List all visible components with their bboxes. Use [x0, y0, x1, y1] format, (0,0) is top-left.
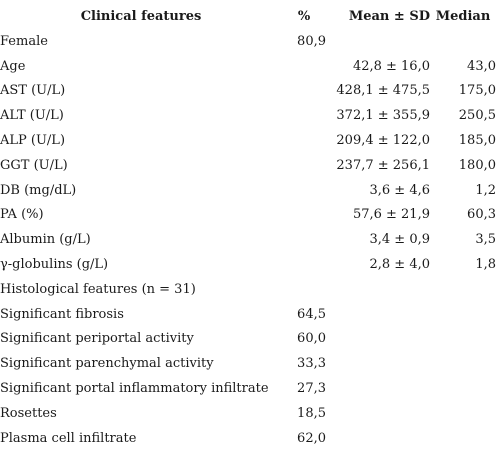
table-row: GGT (U/L) 237,7 ± 256,1 180,0 — [0, 154, 496, 179]
cell-feature: Significant parenchymal activity — [0, 356, 214, 372]
cell-percent — [282, 203, 326, 228]
table-row: DB (mg/dL) 3,6 ± 4,6 1,2 — [0, 179, 496, 204]
table-row: AST (U/L) 428,1 ± 475,5 175,0 — [0, 79, 496, 104]
table-row: Significant portal inflammatory infiltra… — [0, 377, 496, 402]
table-row: Significant parenchymal activity 33,3 — [0, 352, 496, 377]
cell-percent: 18,5 — [297, 405, 326, 421]
cell-feature: AST (U/L) — [0, 83, 66, 99]
table-row: Female 80,9 — [0, 30, 496, 55]
cell-percent: 80,9 — [297, 33, 326, 49]
cell-feature: γ-globulins (g/L) — [0, 256, 109, 272]
cell-mean-sd — [326, 278, 430, 303]
header-clinical-features: Clinical features — [80, 9, 202, 24]
cell-feature: Plasma cell infiltrate — [0, 430, 137, 446]
cell-median — [430, 278, 496, 303]
cell-percent: 27,3 — [297, 380, 326, 396]
cell-feature: Significant fibrosis — [0, 306, 124, 322]
cell-mean-sd: 57,6 ± 21,9 — [352, 207, 430, 223]
cell-median — [430, 303, 496, 328]
cell-feature: Significant periportal activity — [0, 331, 194, 347]
cell-mean-sd: 3,6 ± 4,6 — [369, 182, 430, 198]
cell-percent — [282, 154, 326, 179]
table-row: γ-globulins (g/L) 2,8 ± 4,0 1,8 — [0, 253, 496, 278]
header-median: Median — [435, 9, 491, 24]
cell-percent — [282, 179, 326, 204]
cell-mean-sd: 372,1 ± 355,9 — [336, 108, 430, 124]
cell-percent — [282, 129, 326, 154]
cell-median: 3,5 — [475, 232, 496, 248]
header-mean-sd: Mean ± SD — [348, 9, 430, 24]
clinical-features-table: Clinical features % Mean ± SD Median Fem… — [0, 5, 496, 451]
cell-median: 185,0 — [458, 132, 496, 148]
cell-median: 43,0 — [467, 58, 496, 74]
table-row: Rosettes 18,5 — [0, 402, 496, 427]
cell-feature: Age — [0, 58, 26, 74]
cell-feature: ALP (U/L) — [0, 132, 66, 148]
cell-mean-sd — [326, 327, 430, 352]
cell-percent — [282, 228, 326, 253]
cell-percent: 64,5 — [297, 306, 326, 322]
cell-mean-sd: 42,8 ± 16,0 — [352, 58, 430, 74]
cell-mean-sd — [326, 303, 430, 328]
cell-median — [430, 327, 496, 352]
cell-mean-sd — [326, 30, 430, 55]
table-row: PA (%) 57,6 ± 21,9 60,3 — [0, 203, 496, 228]
cell-median — [430, 402, 496, 427]
cell-feature: Histological features (n = 31) — [0, 281, 196, 297]
cell-median: 250,5 — [458, 108, 496, 124]
table-row: Plasma cell infiltrate 62,0 — [0, 427, 496, 452]
cell-median: 180,0 — [458, 157, 496, 173]
cell-mean-sd: 428,1 ± 475,5 — [336, 83, 430, 99]
cell-feature: Rosettes — [0, 405, 57, 421]
cell-percent — [282, 55, 326, 80]
header-row: Clinical features % Mean ± SD Median — [0, 5, 496, 30]
table-body: Female 80,9 Age 42,8 ± 16,0 43,0 AST (U/L) 428… — [0, 30, 496, 452]
table-row: ALT (U/L) 372,1 ± 355,9 250,5 — [0, 104, 496, 129]
cell-feature: ALT (U/L) — [0, 108, 64, 124]
cell-mean-sd: 2,8 ± 4,0 — [369, 256, 430, 272]
cell-percent: 60,0 — [297, 331, 326, 347]
cell-feature: Significant portal inflammatory infiltra… — [0, 380, 269, 396]
cell-median: 60,3 — [467, 207, 496, 223]
cell-mean-sd: 3,4 ± 0,9 — [369, 232, 430, 248]
cell-mean-sd: 237,7 ± 256,1 — [336, 157, 430, 173]
cell-median — [430, 427, 496, 452]
cell-percent — [282, 79, 326, 104]
cell-median: 175,0 — [458, 83, 496, 99]
cell-mean-sd — [326, 427, 430, 452]
table-row: Albumin (g/L) 3,4 ± 0,9 3,5 — [0, 228, 496, 253]
header-percent: % — [297, 9, 311, 24]
cell-median: 1,8 — [475, 256, 496, 272]
cell-mean-sd — [326, 377, 430, 402]
table-row: Significant periportal activity 60,0 — [0, 327, 496, 352]
table-row: ALP (U/L) 209,4 ± 122,0 185,0 — [0, 129, 496, 154]
cell-mean-sd: 209,4 ± 122,0 — [336, 132, 430, 148]
cell-mean-sd — [326, 402, 430, 427]
table-row: Age 42,8 ± 16,0 43,0 — [0, 55, 496, 80]
cell-percent: 33,3 — [297, 356, 326, 372]
cell-median — [430, 30, 496, 55]
cell-percent — [282, 104, 326, 129]
table-header: Clinical features % Mean ± SD Median — [0, 5, 496, 30]
cell-feature: Female — [0, 33, 48, 49]
cell-feature: GGT (U/L) — [0, 157, 68, 173]
cell-median: 1,2 — [475, 182, 496, 198]
cell-median — [430, 377, 496, 402]
cell-percent — [282, 278, 326, 303]
cell-percent — [282, 253, 326, 278]
cell-median — [430, 352, 496, 377]
table-row: Histological features (n = 31) — [0, 278, 496, 303]
cell-feature: Albumin (g/L) — [0, 232, 91, 248]
table-row: Significant fibrosis 64,5 — [0, 303, 496, 328]
cell-percent: 62,0 — [297, 430, 326, 446]
cell-feature: PA (%) — [0, 207, 44, 223]
cell-feature: DB (mg/dL) — [0, 182, 77, 198]
cell-mean-sd — [326, 352, 430, 377]
